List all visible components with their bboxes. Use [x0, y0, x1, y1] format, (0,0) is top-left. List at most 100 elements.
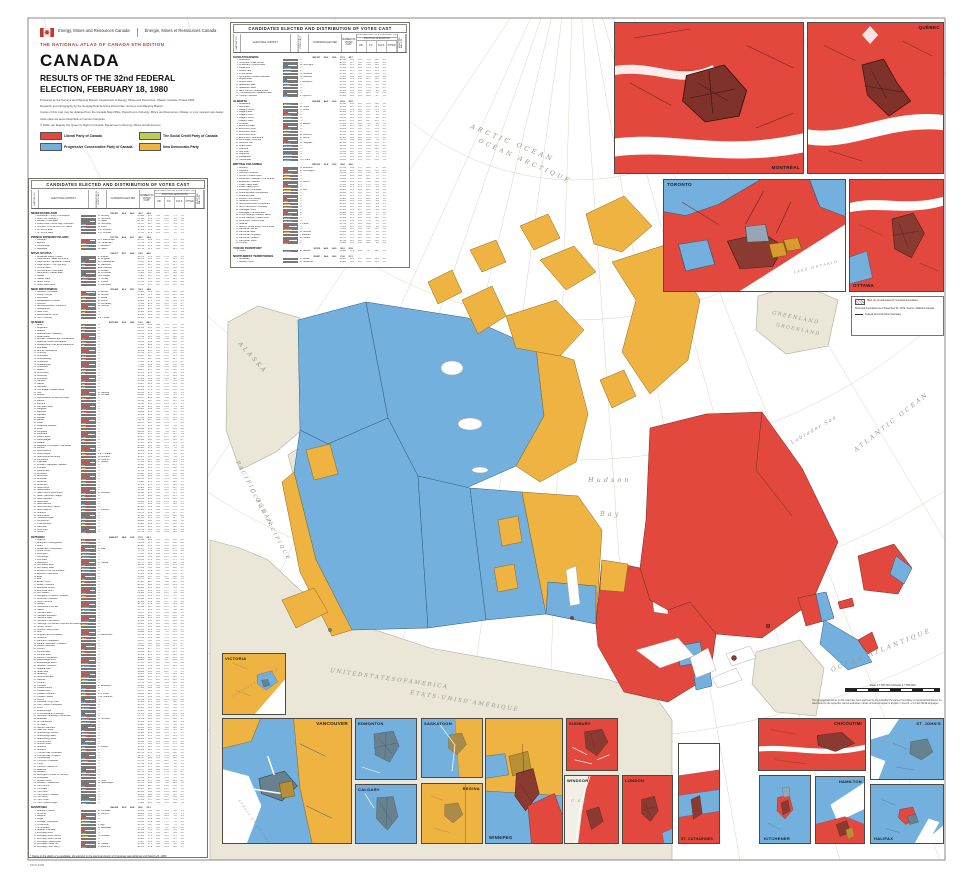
table-row: 3 Calgary Centre H. Andre 25 594 23.8 48.7 15.… [236, 108, 386, 111]
vote-distribution-bar [81, 544, 96, 547]
hudson-bay-label2: Bay [599, 510, 621, 518]
table-row: 27 Hamilton East —19 247 52.9 21.7 10.8 14.6 1.… [33, 611, 184, 614]
district-name: Parry Sound—Muskoka [37, 704, 62, 707]
candidate-elected: — [98, 765, 101, 768]
vote-distribution-bar [81, 801, 96, 805]
province-header-row: ALBERTA 692 308 44.9 26.5 21.9 33.9 [233, 98, 353, 103]
candidate-elected: — [98, 520, 101, 523]
candidate-elected: M. Mitchell [300, 231, 312, 234]
district-name: Mount Royal [37, 453, 51, 456]
table-row: 13 Charlesbourg —21 131 49.7 23.4 10.2 16.7 0.9 [33, 357, 184, 361]
candidate-elected: J.-R. Gauthier [98, 695, 113, 698]
table-row: 11 South West Nova C. Campbell 17 037 52.2 20… [33, 283, 184, 286]
credit-line: Cette carte est aussi disponible en vers… [40, 116, 106, 121]
inset-halifax: HALIFAX [870, 784, 944, 844]
table-row: 14 Elgin —41 669 20.7 52.0 12.7 14.6 1.4 [33, 575, 184, 578]
legend-label: Progressive Conservative Party of Canada [64, 144, 133, 149]
vote-distribution-bar [81, 550, 96, 553]
note-text: Federal electoral district boundary [865, 312, 902, 316]
vote-distribution-bar [81, 704, 96, 707]
vote-distribution-bar [81, 269, 96, 272]
district-name: Vaudreuil [37, 525, 47, 528]
district-name: Winnipeg South Centre [37, 837, 62, 840]
inset-toronto: TORONTO LAKE ONTARIO [663, 179, 846, 292]
table-row: 24 Guelph —36 370 47.6 20.0 16.1 16.3 0.6 [33, 603, 184, 606]
table-row: 89 York Centre —29 660 46.7 20.2 15.4 17.8 1.2 [33, 785, 184, 788]
table-row: 3 Cape Breton Highlands—Canso A.J. MacEach… [34, 261, 184, 264]
province-header-row: SASKATCHEWAN 395 337 25.2 39.5 27.3 25.7 [233, 54, 353, 59]
candidate-elected: — [98, 419, 101, 422]
candidate-elected: M. Forrestall [98, 272, 111, 275]
candidate-elected: — [98, 776, 101, 779]
district-name: Selkirk—Interlake [37, 829, 56, 832]
district-name: Hochelaga—Maisonneuve [37, 388, 65, 391]
candidate-elected: — [98, 357, 101, 360]
inset-edmonton: EDMONTON [355, 718, 417, 780]
candidate-elected: — [98, 788, 101, 791]
candidate-elected: — [98, 715, 101, 718]
district-name: Laprairie [37, 413, 47, 416]
table-row: 73 Simcoe North —29 494 20.1 42.6 16.0 21.3 0.9 [33, 740, 184, 743]
vote-distribution-bar [81, 466, 96, 470]
vote-distribution-bar [81, 645, 96, 648]
inset-victoria: VICTORIA VANCOUVER ISLAND [222, 653, 286, 715]
candidate-elected: — [98, 743, 101, 746]
sheet-reference: MCR 4086 [30, 863, 45, 867]
vote-distribution-bar [81, 681, 96, 684]
candidate-elected: — [98, 511, 101, 514]
candidate-elected: F. McCain [98, 291, 109, 294]
province-header-row: NOVA SCOTIA 310 577 25.1 43.4 23.0 40.8 [31, 251, 151, 256]
candidate-elected: — [300, 208, 303, 211]
district-name: London West [37, 653, 51, 656]
vote-distribution-bar [283, 228, 298, 231]
table-row: 13 Edmonton—Strathcona D. Roche 30 062 28.4 4… [235, 136, 386, 139]
district-name: Calgary East [239, 111, 253, 114]
candidate-elected: A.J. MacEachen [98, 261, 115, 264]
vote-distribution-bar [283, 217, 298, 220]
table-row: 24 Hochelaga—Maisonneuve —39 565 47.3 23.1 16… [33, 388, 184, 391]
candidate-elected: M. Dionne [98, 305, 109, 308]
district-name: Bow River [239, 105, 250, 108]
candidate-elected: — [98, 818, 101, 821]
vote-distribution-bar [283, 136, 298, 139]
candidate-elected: — [98, 569, 101, 572]
vote-distribution-bar [81, 614, 96, 617]
candidate-elected: — [98, 785, 101, 788]
district-name: Vancouver Centre [239, 228, 258, 231]
vote-distribution-bar [81, 500, 96, 503]
table-row: 62 Saint-Hyacinthe—Bagot —31 730 49.5 20.3 16… [33, 494, 184, 498]
district-name: Frontenac [37, 377, 48, 380]
vote-distribution-bar [283, 130, 298, 134]
district-name: Bonaventure—Îles-de-la-Madeleine [37, 343, 74, 346]
district-name: The Battlefords—Meadow Lake [239, 92, 272, 95]
district-name: Yorkton—Melville [239, 95, 257, 98]
candidate-elected: — [98, 628, 101, 631]
district-name: Prince George—Peace River [239, 217, 270, 220]
candidate-elected: — [98, 555, 101, 558]
vote-distribution-bar [81, 391, 96, 394]
table-row: 8 Crowfoot A. Malone 20 854 31.7 44.0 15.5 8.8 1… [236, 122, 386, 125]
candidate-elected: — [98, 701, 101, 704]
district-name: Yukon [239, 250, 246, 253]
province-header-row: PRINCE EDWARD ISLAND 127 735 40.6 43.7 38.7 3… [31, 235, 151, 240]
table-title: CANDIDATES ELECTED AND DISTRIBUTION OF V… [31, 180, 205, 189]
candidate-elected: H. Crosby [98, 278, 109, 281]
district-name: Témiscamingue [37, 517, 54, 520]
table-row: 90 York East —34 597 44.2 26.9 13.2 15.7 0.5 [33, 787, 184, 791]
vote-distribution-bar [283, 69, 298, 73]
district-name: Madawaska—Victoria [37, 299, 60, 302]
table-row: 4 Comox—Powell River —31 093 20.3 30.8 41.1 7.… [236, 175, 386, 178]
keewatin-region [515, 347, 589, 483]
district-name: Rosedale [37, 718, 47, 721]
table-row: 1 Assiniboia —20 760 23.5 51.4 11.3 13.9 0.4 [236, 58, 386, 61]
district-name: Grand Falls—White Bay—Labrador [37, 223, 74, 226]
vote-distribution-bar [81, 294, 96, 297]
district-name: South Shore [37, 280, 50, 283]
candidate-elected: — [98, 757, 101, 760]
district-name: Hamilton Mountain [37, 614, 57, 617]
vote-distribution-bar [283, 119, 298, 122]
vote-distribution-bar [81, 494, 96, 498]
candidate-elected: — [98, 617, 101, 620]
candidate-elected: — [98, 762, 101, 765]
inset-title-vancouver: VANCOUVER [316, 721, 348, 726]
